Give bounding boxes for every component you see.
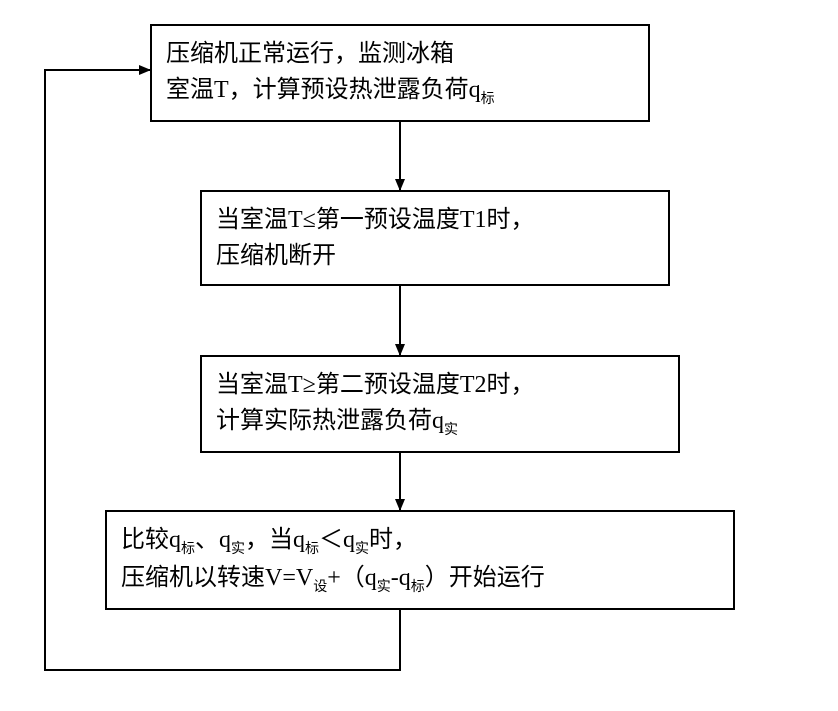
text: ＜q <box>319 527 355 553</box>
text: 压缩机断开 <box>216 243 336 269</box>
text: 、q <box>195 527 231 553</box>
node-text-line: 比较q标、q实，当q标＜q实时， <box>121 522 719 560</box>
node-text-line: 当室温T≤第一预设温度T1时， <box>216 202 654 238</box>
node-compare-run: 比较q标、q实，当q标＜q实时， 压缩机以转速V=V设+（q实-q标）开始运行 <box>105 510 735 610</box>
node-calc-actual: 当室温T≥第二预设温度T2时， 计算实际热泄露负荷q实 <box>200 355 680 453</box>
node-compressor-off: 当室温T≤第一预设温度T1时， 压缩机断开 <box>200 190 670 286</box>
subscript: 实 <box>355 542 369 557</box>
subscript: 实 <box>444 423 458 438</box>
text: 室温T，计算预设热泄露负荷q <box>166 77 481 103</box>
text: 压缩机正常运行，监测冰箱 <box>166 41 454 67</box>
node-text-line: 当室温T≥第二预设温度T2时， <box>216 367 664 403</box>
subscript: 标 <box>481 92 495 107</box>
text: 比较q <box>121 527 181 553</box>
node-text-line: 压缩机以转速V=V设+（q实-q标）开始运行 <box>121 560 719 598</box>
text: 当室温T≤第一预设温度T1时， <box>216 207 535 233</box>
text: 当室温T≥第二预设温度T2时， <box>216 372 535 398</box>
text: +（q <box>327 565 377 591</box>
text: ）开始运行 <box>425 565 545 591</box>
text: ，当q <box>245 527 305 553</box>
node-text-line: 压缩机正常运行，监测冰箱 <box>166 36 634 72</box>
node-monitor-calc: 压缩机正常运行，监测冰箱 室温T，计算预设热泄露负荷q标 <box>150 24 650 122</box>
text: 压缩机以转速V=V <box>121 565 313 591</box>
subscript: 实 <box>231 542 245 557</box>
text: -q <box>391 565 411 591</box>
subscript: 标 <box>305 542 319 557</box>
text: 计算实际热泄露负荷q <box>216 408 444 434</box>
subscript: 设 <box>313 580 327 595</box>
subscript: 标 <box>181 542 195 557</box>
flowchart-container: 压缩机正常运行，监测冰箱 室温T，计算预设热泄露负荷q标 当室温T≤第一预设温度… <box>0 0 838 711</box>
node-text-line: 计算实际热泄露负荷q实 <box>216 403 664 441</box>
text: 时， <box>369 527 417 553</box>
node-text-line: 压缩机断开 <box>216 238 654 274</box>
subscript: 标 <box>411 580 425 595</box>
subscript: 实 <box>377 580 391 595</box>
node-text-line: 室温T，计算预设热泄露负荷q标 <box>166 72 634 110</box>
